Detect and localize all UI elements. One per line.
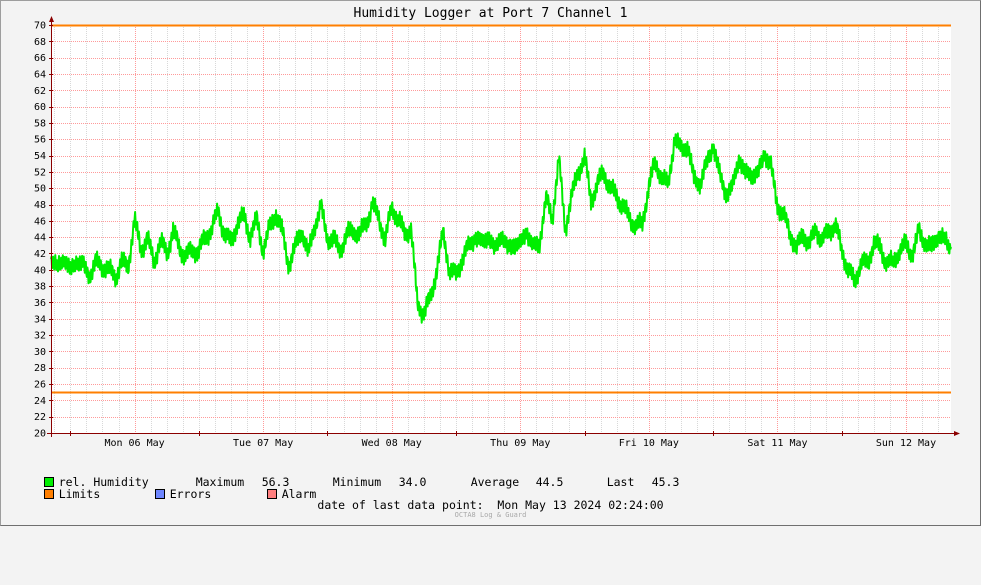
legend-average-value: 44.5	[508, 464, 564, 500]
y-tick-label: 52	[34, 167, 46, 178]
y-tick-label: 46	[34, 216, 46, 227]
watermark: OCTA8 Log & Guard	[454, 511, 527, 519]
chart-svg: Mon 06 May Tue 07 May Wed 08 May Thu 09 May…	[34, 16, 960, 450]
legend-maximum-value: 56.3	[234, 464, 290, 500]
y-tick-label: 58	[34, 118, 46, 129]
legend-series-label: rel. Humidity	[58, 475, 149, 489]
y-tick-label: 70	[34, 21, 46, 32]
y-tick-label: 22	[34, 412, 46, 423]
y-tick-label: 64	[34, 69, 46, 80]
y-tick-label: 30	[34, 347, 46, 358]
legend-item-alarm: Alarm	[239, 476, 316, 512]
x-tick-label: Thu 09 May	[490, 438, 550, 449]
x-tick-label: Mon 06 May	[104, 438, 164, 449]
y-tick-label: 66	[34, 53, 46, 64]
x-axis-arrow	[954, 431, 960, 436]
x-tick-label: Wed 08 May	[362, 438, 422, 449]
legend-maximum: Maximum	[168, 464, 244, 500]
errors-swatch	[154, 489, 165, 499]
x-tick-label: Sun 12 May	[876, 438, 936, 449]
y-tick-label: 38	[34, 282, 46, 293]
series-line	[50, 132, 952, 324]
y-tick-label: 36	[34, 298, 46, 309]
axes	[47, 16, 960, 437]
chart-title: Humidity Logger at Port 7 Channel 1	[353, 6, 628, 21]
y-tick-label: 44	[34, 233, 46, 244]
y-axis-arrow	[49, 16, 54, 22]
legend-item-errors: Errors	[127, 476, 211, 512]
tick-labels: Mon 06 May Tue 07 May Wed 08 May Thu 09 May…	[34, 21, 936, 450]
y-tick-label: 20	[34, 429, 46, 440]
last-data-point: date of last data point: Mon May 13 2024…	[0, 499, 981, 512]
legend-item-series: rel. Humidity	[16, 464, 149, 500]
limits-label: Limits	[58, 487, 101, 501]
x-tick-label: Tue 07 May	[233, 438, 293, 449]
legend-item-limits: Limits	[16, 476, 100, 512]
legend-minimum-value: 34.0	[371, 464, 427, 500]
average-value: 44.5	[535, 475, 564, 489]
limit-lines	[51, 24, 951, 394]
y-tick-label: 24	[34, 396, 46, 407]
y-tick-label: 56	[34, 135, 46, 146]
y-tick-label: 62	[34, 86, 46, 97]
minimum-label: Minimum	[332, 475, 382, 489]
y-tick-label: 26	[34, 380, 46, 391]
legend-average: Average	[443, 464, 519, 500]
x-tick-label: Sat 11 May	[747, 438, 807, 449]
legend-last: Last	[579, 464, 635, 500]
series-swatch	[43, 477, 54, 487]
alarm-swatch	[266, 489, 277, 499]
y-tick-label: 54	[34, 151, 46, 162]
maximum-label: Maximum	[195, 475, 245, 489]
limits-swatch	[43, 489, 54, 499]
y-tick-label: 40	[34, 265, 46, 276]
last-value: 45.3	[651, 475, 680, 489]
last-data-point-label: date of last data point:	[317, 498, 484, 512]
y-tick-label: 28	[34, 363, 46, 374]
x-tick-label: Fri 10 May	[619, 438, 679, 449]
y-tick-label: 60	[34, 102, 46, 113]
last-data-point-value: Mon May 13 2024 02:24:00	[497, 498, 664, 512]
y-tick-label: 50	[34, 184, 46, 195]
series-layer	[50, 132, 952, 324]
y-tick-label: 42	[34, 249, 46, 260]
y-tick-label: 34	[34, 314, 46, 325]
minimum-value: 34.0	[398, 475, 427, 489]
y-tick-label: 32	[34, 331, 46, 342]
last-label: Last	[606, 475, 635, 489]
y-tick-label: 68	[34, 37, 46, 48]
average-label: Average	[470, 475, 520, 489]
legend-row-1: rel. Humidity Maximum 56.3 Minimum 34.0 …	[16, 464, 679, 488]
maximum-value: 56.3	[261, 475, 290, 489]
alarm-label: Alarm	[281, 487, 317, 501]
errors-label: Errors	[169, 487, 212, 501]
legend-last-value: 45.3	[624, 464, 680, 500]
y-tick-label: 48	[34, 200, 46, 211]
legend-minimum: Minimum	[305, 464, 381, 500]
legend-row-2: Limits Errors Alarm	[16, 476, 316, 500]
